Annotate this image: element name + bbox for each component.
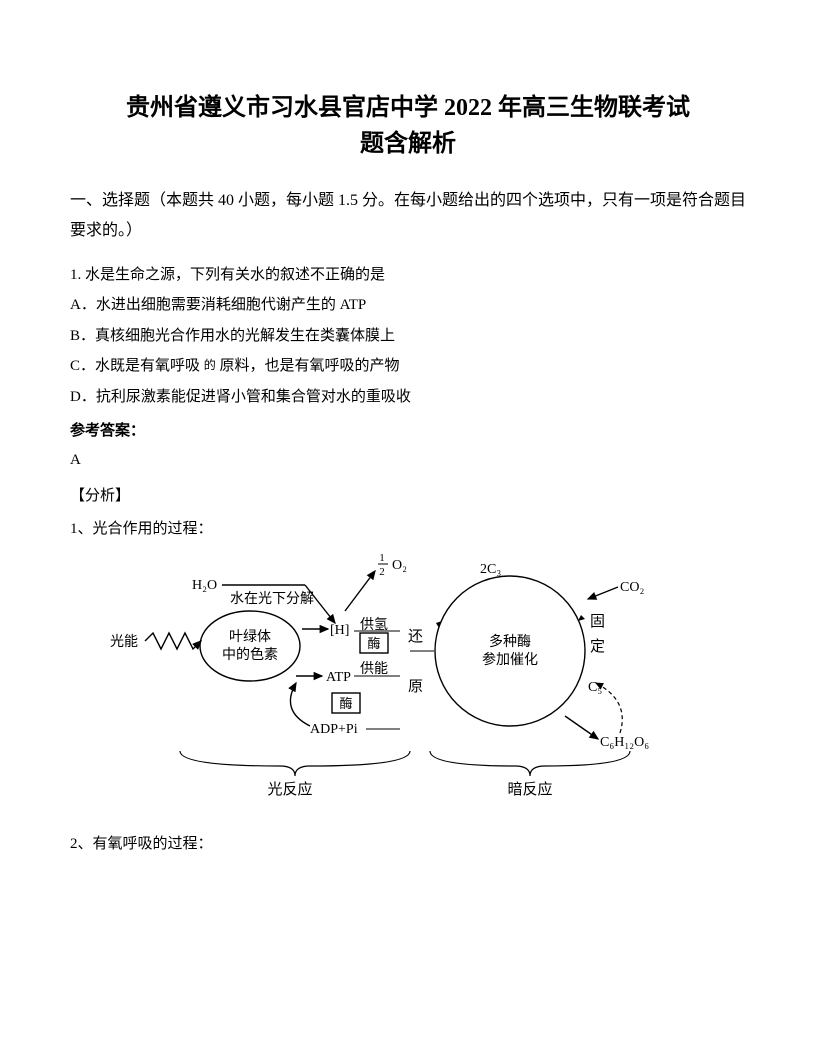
svg-text:H₂O: H₂O	[192, 578, 217, 593]
answer-label: 参考答案：	[70, 417, 746, 446]
svg-text:叶绿体: 叶绿体	[229, 629, 271, 645]
svg-text:1: 1	[379, 552, 385, 564]
photosynthesis-diagram: 光能 叶绿体 中的色素 H₂O 水在光下分解 1 2 O₂ [H] 供氢 酶 A…	[110, 551, 746, 822]
process-2-label: 2、有氧呼吸的过程：	[70, 830, 746, 859]
svg-text:原: 原	[408, 679, 423, 695]
svg-text:供能: 供能	[360, 661, 388, 677]
option-b: B．真核细胞光合作用水的光解发生在类囊体膜上	[70, 322, 746, 351]
option-c-suffix: 原料，也是有氧呼吸的产物	[220, 358, 400, 374]
option-c: C．水既是有氧呼吸 的 原料，也是有氧呼吸的产物	[70, 352, 746, 381]
question-text: 水是生命之源，下列有关水的叙述不正确的是	[85, 267, 385, 283]
option-a: A．水进出细胞需要消耗细胞代谢产生的 ATP	[70, 291, 746, 320]
option-d: D．抗利尿激素能促进肾小管和集合管对水的重吸收	[70, 383, 746, 412]
svg-text:2C₃: 2C₃	[480, 562, 501, 577]
svg-text:水在光下分解: 水在光下分解	[230, 591, 314, 607]
svg-text:ADP+Pi: ADP+Pi	[310, 722, 358, 737]
svg-text:光反应: 光反应	[267, 780, 312, 798]
question-number: 1.	[70, 267, 81, 283]
svg-text:O₂: O₂	[392, 558, 407, 573]
svg-text:定: 定	[590, 638, 605, 655]
analysis-label: 【分析】	[70, 482, 746, 511]
svg-text:光能: 光能	[110, 634, 138, 650]
question-stem: 1. 水是生命之源，下列有关水的叙述不正确的是	[70, 261, 746, 290]
svg-text:C₆H₁₂O₆: C₆H₁₂O₆	[600, 735, 649, 750]
option-c-prefix: C．水既是有氧呼吸	[70, 358, 200, 374]
process-1-label: 1、光合作用的过程：	[70, 515, 746, 544]
svg-text:2: 2	[379, 566, 385, 578]
svg-text:CO₂: CO₂	[620, 580, 644, 595]
svg-text:酶: 酶	[367, 636, 380, 651]
svg-text:参加催化: 参加催化	[482, 651, 538, 668]
svg-text:C₅: C₅	[588, 680, 602, 695]
svg-text:多种酶: 多种酶	[489, 633, 531, 650]
svg-text:[H]: [H]	[330, 623, 349, 638]
svg-text:固: 固	[590, 613, 605, 630]
section-header: 一、选择题（本题共 40 小题，每小题 1.5 分。在每小题给出的四个选项中，只…	[70, 186, 746, 247]
svg-text:酶: 酶	[339, 696, 352, 711]
svg-text:暗反应: 暗反应	[507, 780, 552, 798]
page-title: 贵州省遵义市习水县官店中学 2022 年高三生物联考试 题含解析	[70, 90, 746, 162]
svg-text:还: 还	[408, 628, 423, 645]
answer-value: A	[70, 446, 746, 475]
svg-text:ATP: ATP	[326, 670, 351, 685]
svg-text:中的色素: 中的色素	[222, 646, 278, 663]
title-line-1: 贵州省遵义市习水县官店中学 2022 年高三生物联考试	[126, 95, 690, 121]
option-c-raw: 的	[204, 354, 216, 377]
title-line-2: 题含解析	[360, 131, 456, 157]
